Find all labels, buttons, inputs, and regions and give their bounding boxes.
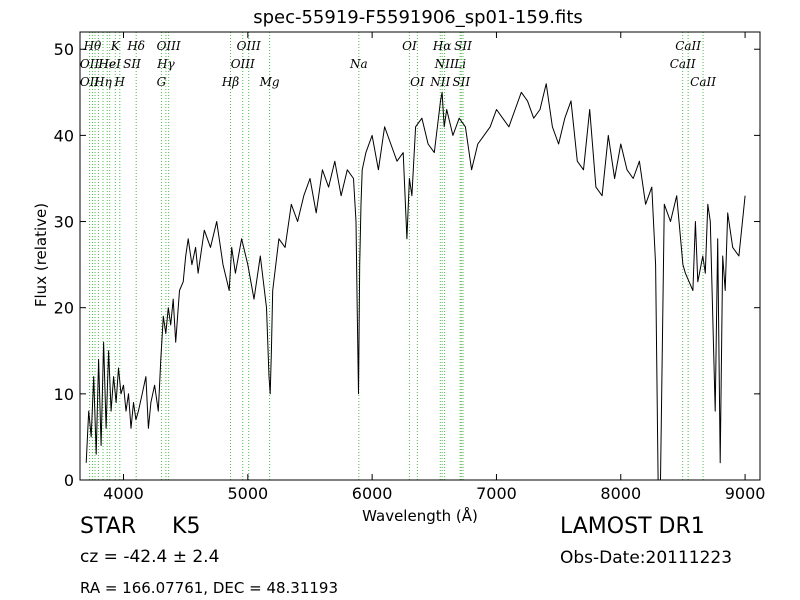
chart-title: spec-55919-F5591906_sp01-159.fits	[253, 7, 583, 28]
x-tick-label: 8000	[600, 484, 641, 503]
line-label: Hδ	[126, 39, 145, 53]
line-label: SII	[452, 75, 470, 89]
line-label: SII	[454, 39, 472, 53]
line-label: NII	[434, 57, 455, 71]
spectral-subclass: K5	[172, 514, 201, 539]
line-label: Mg	[259, 75, 280, 89]
line-label: OIII	[231, 57, 255, 71]
line-label: NII	[429, 75, 450, 89]
observation-date: Obs-Date:20111223	[560, 548, 733, 568]
emission-line-markers	[89, 32, 704, 480]
line-label: Hα	[432, 39, 452, 53]
line-label: OII	[80, 75, 100, 89]
line-label: CaII	[670, 57, 696, 71]
line-label: Li	[453, 57, 466, 71]
line-label: Na	[349, 57, 368, 71]
line-label: OI	[410, 75, 425, 89]
line-label: CaII	[690, 75, 716, 89]
y-tick-label: 40	[54, 126, 74, 145]
line-label: He	[97, 57, 116, 71]
plot-frame	[79, 31, 761, 481]
line-label: CaII	[675, 39, 701, 53]
x-tick-label: 9000	[725, 484, 766, 503]
line-label: OIII	[157, 39, 181, 53]
redshift-text: cz = -42.4 ± 2.4	[80, 547, 220, 567]
x-tick-label: 4000	[103, 484, 144, 503]
spectrum-line	[85, 83, 746, 481]
y-tick-label: 10	[54, 385, 74, 404]
y-tick-label: 0	[64, 471, 74, 490]
line-label: HeI	[98, 57, 122, 71]
line-label: OIII	[237, 39, 261, 53]
object-class: STAR	[80, 514, 137, 539]
line-label: G	[157, 75, 167, 89]
x-axis-label: Wavelength (Å)	[362, 506, 478, 525]
y-tick-label: 20	[54, 299, 74, 318]
survey-name: LAMOST DR1	[560, 514, 705, 539]
x-tick-label: 5000	[227, 484, 268, 503]
line-label: K	[110, 39, 121, 53]
line-label: Hη	[93, 75, 112, 89]
line-label: OI	[402, 39, 417, 53]
object-class-line: STAR K5	[80, 514, 200, 539]
y-tick-label: 50	[54, 40, 74, 59]
line-label: Hθ	[83, 39, 102, 53]
y-tick-label: 30	[54, 213, 74, 232]
line-label: H	[114, 75, 126, 89]
spectrum-series	[85, 83, 746, 481]
y-axis-label: Flux (relative)	[32, 203, 50, 307]
line-label: SII	[123, 57, 141, 71]
coordinates-text: RA = 166.07761, DEC = 48.31193	[80, 579, 339, 597]
line-label: OII	[80, 57, 100, 71]
x-tick-label: 6000	[352, 484, 393, 503]
x-tick-label: 7000	[476, 484, 517, 503]
axis-ticks: 4000 5000 6000 7000 8000 9000 0 10 20 30 40 50	[54, 32, 766, 503]
line-label: Hβ	[221, 75, 239, 89]
line-label: Hγ	[156, 57, 175, 71]
